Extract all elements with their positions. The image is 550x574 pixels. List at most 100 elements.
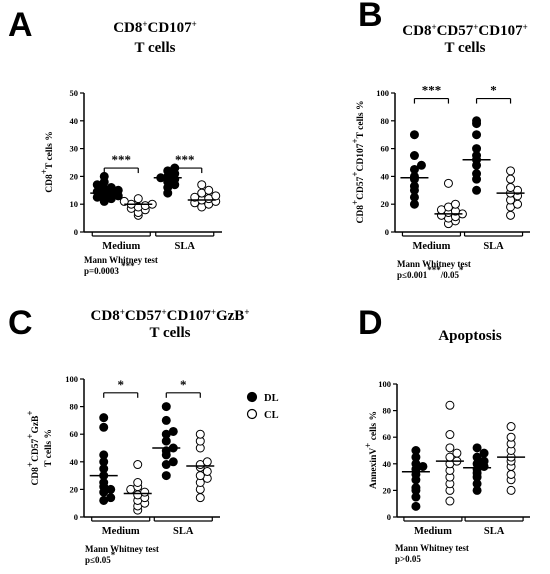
data-point xyxy=(472,144,482,154)
y-axis-label-part: CD107 xyxy=(356,143,366,171)
data-point xyxy=(411,501,421,511)
data-point xyxy=(133,194,143,204)
data-point xyxy=(409,164,419,174)
chart-title-part: GzB xyxy=(216,308,244,324)
data-point xyxy=(106,183,116,193)
stat-note-pvalue: p=0.0003 *** xyxy=(84,261,135,276)
data-point xyxy=(445,496,455,506)
y-tick-label: 0 xyxy=(387,512,391,522)
data-point xyxy=(195,493,205,503)
y-axis-label: CD8+CD57+CD107+T cells % xyxy=(350,101,366,224)
y-axis-label-line2-part: T cells % xyxy=(44,429,54,467)
y-tick-label: 80 xyxy=(70,402,79,412)
y-tick-label: 100 xyxy=(376,88,389,98)
stat-note-pvalue: p≤0.001***/0.05* xyxy=(397,265,464,280)
data-point xyxy=(168,457,178,467)
data-point xyxy=(506,166,516,176)
data-point xyxy=(411,446,421,455)
y-axis-label-part: T cells % xyxy=(45,131,55,169)
y-axis-label-part: T cells % xyxy=(356,101,366,139)
y-tick-label: 40 xyxy=(383,459,392,469)
y-axis-label-part: + xyxy=(25,434,35,439)
chart-title-part: Apoptosis xyxy=(438,328,502,344)
category-label: SLA xyxy=(484,526,505,537)
chart-title-part: + xyxy=(523,22,528,32)
panel-d: D Apoptosis 0 20 40 60 80 100 AnnexinV+ cells % M… xyxy=(358,304,530,564)
data-point xyxy=(211,191,221,201)
data-point xyxy=(99,171,109,181)
stat-note-pvalue-part: *** xyxy=(427,265,441,275)
y-tick-label: 40 xyxy=(70,116,79,126)
y-axis-label-part: CD57 xyxy=(31,438,41,461)
sig-label: * xyxy=(180,377,187,392)
y-tick-label: 60 xyxy=(70,429,79,439)
data-point xyxy=(99,422,109,432)
category-label: SLA xyxy=(173,526,194,537)
y-axis-label: CD8+CD57+GzB+ xyxy=(25,410,41,485)
y-axis-label-part: + xyxy=(350,138,360,143)
data-point xyxy=(472,116,482,126)
y-tick-label: 60 xyxy=(381,144,390,154)
data-point xyxy=(479,448,489,458)
legend-label: DL xyxy=(264,393,279,404)
chart-title-line2: T cells xyxy=(135,40,176,56)
chart-title-line2: T cells xyxy=(150,325,191,341)
panel-b: B CD8+CD57+CD107+T cells020406080100CD8+C… xyxy=(350,0,530,280)
y-axis-label-part: AnnexinV xyxy=(369,448,379,489)
data-point xyxy=(416,160,426,170)
y-axis-label-part: CD8 xyxy=(31,467,41,486)
stat-note-pvalue-part: p>0.05 xyxy=(395,554,421,564)
stat-note-pvalue-part: p=0.0003 xyxy=(84,266,119,276)
y-tick-label: 20 xyxy=(70,171,79,181)
category-label: Medium xyxy=(414,526,452,537)
stat-note-pvalue: p≤0.05* xyxy=(85,550,116,565)
chart-title-part: CD107 xyxy=(478,23,523,39)
chart-title-part: + xyxy=(473,22,478,32)
data-point xyxy=(161,471,171,481)
data-point xyxy=(506,183,516,193)
stat-note-pvalue-part: p≤0.05 xyxy=(85,555,111,565)
stat-note-pvalue-part: * xyxy=(459,265,464,275)
legend-label: CL xyxy=(264,410,279,421)
data-point xyxy=(161,415,171,425)
chart-title-part: + xyxy=(211,307,216,317)
data-point xyxy=(411,483,421,493)
y-tick-label: 0 xyxy=(74,512,78,522)
y-axis-label-part: CD8 xyxy=(356,205,366,224)
stat-note: Mann Whitney test xyxy=(397,259,471,269)
data-point xyxy=(506,210,516,220)
stat-note-pvalue-part: *** xyxy=(119,261,135,271)
chart-title-part: CD8 xyxy=(113,20,142,36)
data-point xyxy=(450,199,460,209)
chart-title-part: + xyxy=(120,307,125,317)
data-point xyxy=(506,432,516,442)
y-tick-label: 10 xyxy=(70,199,79,209)
sig-label: *** xyxy=(112,152,132,167)
y-tick-label: 60 xyxy=(383,432,392,442)
data-point xyxy=(106,493,116,503)
data-point xyxy=(472,169,482,179)
data-point xyxy=(99,413,109,423)
chart-title-part: CD8 xyxy=(91,308,120,324)
chart-title-part: CD107 xyxy=(148,20,193,36)
stat-note: Mann Whitney test xyxy=(85,544,159,554)
chart-title: CD8+CD57+CD107+GzB+ xyxy=(91,307,250,324)
data-point xyxy=(445,430,455,440)
y-axis-label-part: cells % xyxy=(369,411,379,443)
category-label: Medium xyxy=(102,241,140,252)
data-point xyxy=(168,426,178,436)
data-point xyxy=(140,487,150,497)
chart-title-part: + xyxy=(244,307,249,317)
legend-marker xyxy=(246,391,258,403)
y-axis-label-part: + xyxy=(25,410,35,415)
panel-letter: B xyxy=(358,0,383,34)
y-axis-label-part: + xyxy=(350,200,360,205)
stat-note-pvalue-part: /0.05 xyxy=(440,270,460,280)
y-tick-label: 80 xyxy=(381,116,390,126)
chart-title-part: CD57 xyxy=(125,308,162,324)
sig-label: * xyxy=(490,83,497,98)
data-point xyxy=(506,469,516,479)
chart-title-part: + xyxy=(162,307,167,317)
data-point xyxy=(409,151,419,161)
